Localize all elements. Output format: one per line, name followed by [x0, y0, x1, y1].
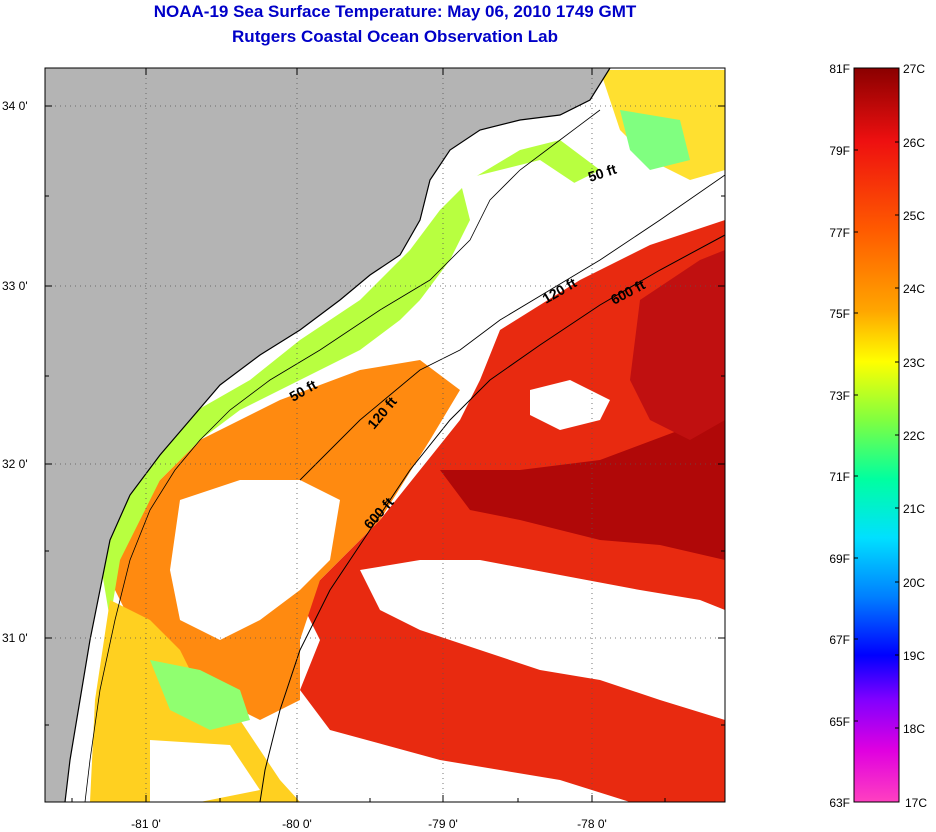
cb-c-26: 26C	[903, 136, 925, 150]
cb-f-73: 73F	[829, 389, 850, 403]
cb-c-24: 24C	[903, 282, 925, 296]
cb-f-71: 71F	[829, 470, 850, 484]
cb-c-19: 19C	[903, 649, 925, 663]
cb-c-18: 18C	[903, 722, 925, 736]
cb-f-75: 75F	[829, 307, 850, 321]
cb-c-25: 25C	[903, 209, 925, 223]
temperature-colorbar: 81F 79F 77F 75F 73F 71F 69F 67F 65F 63F …	[829, 62, 927, 810]
cb-f-67: 67F	[829, 633, 850, 647]
lat-label-32: 32 0'	[2, 457, 28, 471]
map-title: NOAA-19 Sea Surface Temperature: May 06,…	[153, 2, 637, 21]
axis-ticks	[45, 68, 725, 802]
cb-c-20: 20C	[903, 576, 925, 590]
hot-water-region	[440, 400, 725, 560]
cb-c-27: 27C	[903, 62, 925, 76]
lat-label-33: 33 0'	[2, 279, 28, 293]
cb-f-65: 65F	[829, 715, 850, 729]
cb-c-17: 17C	[905, 796, 927, 810]
map-subtitle: Rutgers Coastal Ocean Observation Lab	[232, 27, 558, 46]
lon-label-79: -79 0'	[428, 817, 458, 831]
map-frame	[44, 67, 726, 803]
cb-f-69: 69F	[829, 552, 850, 566]
lat-lon-grid	[45, 68, 725, 802]
cb-f-79: 79F	[829, 144, 850, 158]
lat-label-34: 34 0'	[2, 99, 28, 113]
lon-label-78: -78 0'	[577, 817, 607, 831]
map-field	[45, 68, 725, 802]
cb-f-77: 77F	[829, 226, 850, 240]
land-mass	[45, 68, 610, 802]
cb-c-23: 23C	[903, 356, 925, 370]
cb-f-63: 63F	[829, 796, 850, 810]
cb-c-22: 22C	[903, 429, 925, 443]
lon-label-80: -80 0'	[282, 817, 312, 831]
lon-label-81: -81 0'	[131, 817, 161, 831]
cb-c-21: 21C	[903, 502, 925, 516]
lat-label-31: 31 0'	[2, 631, 28, 645]
cb-f-81: 81F	[829, 62, 850, 76]
